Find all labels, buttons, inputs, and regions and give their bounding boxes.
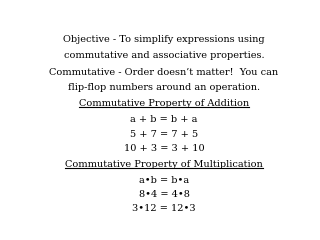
Text: Commutative - Order doesn’t matter!  You can: Commutative - Order doesn’t matter! You … [49,68,279,77]
Text: Objective - To simplify expressions using: Objective - To simplify expressions usin… [63,35,265,44]
Text: 5 + 7 = 7 + 5: 5 + 7 = 7 + 5 [130,130,198,138]
Text: 3•12 = 12•3: 3•12 = 12•3 [132,204,196,213]
Text: a•b = b•a: a•b = b•a [139,176,189,185]
Text: Commutative Property of Multiplication: Commutative Property of Multiplication [65,160,263,169]
Text: commutative and associative properties.: commutative and associative properties. [64,51,264,60]
Text: 8•4 = 4•8: 8•4 = 4•8 [139,190,189,199]
Text: Commutative Property of Addition: Commutative Property of Addition [79,99,249,108]
Text: a + b = b + a: a + b = b + a [130,115,198,124]
Text: 10 + 3 = 3 + 10: 10 + 3 = 3 + 10 [124,144,204,153]
Text: flip-flop numbers around an operation.: flip-flop numbers around an operation. [68,83,260,92]
